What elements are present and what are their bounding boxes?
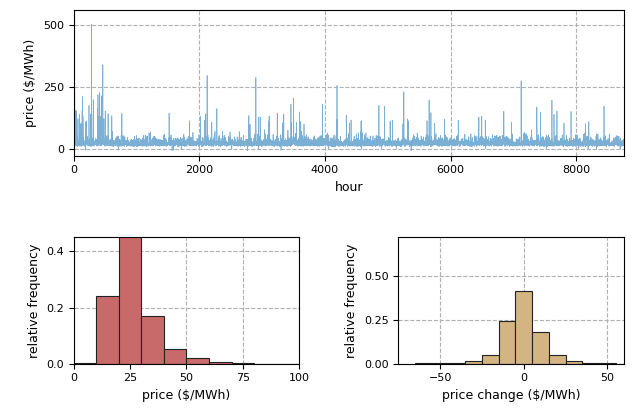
- Bar: [549, 355, 566, 364]
- Bar: [515, 291, 532, 364]
- X-axis label: price ($/MWh): price ($/MWh): [142, 389, 230, 402]
- Bar: [209, 362, 232, 364]
- Y-axis label: relative frequency: relative frequency: [28, 243, 40, 358]
- Bar: [465, 361, 482, 364]
- Bar: [118, 226, 141, 364]
- Y-axis label: relative frequency: relative frequency: [346, 243, 358, 358]
- X-axis label: price change ($/MWh): price change ($/MWh): [442, 389, 580, 402]
- X-axis label: hour: hour: [335, 181, 363, 194]
- Bar: [532, 332, 549, 364]
- Bar: [96, 296, 118, 364]
- Bar: [415, 363, 432, 364]
- Bar: [482, 355, 499, 364]
- Bar: [141, 316, 164, 364]
- Bar: [582, 363, 599, 364]
- Bar: [449, 363, 465, 364]
- Bar: [499, 321, 515, 364]
- Bar: [232, 363, 254, 364]
- Bar: [186, 358, 209, 364]
- Bar: [566, 360, 582, 364]
- Bar: [164, 349, 186, 364]
- Y-axis label: price ($/MWh): price ($/MWh): [24, 39, 37, 127]
